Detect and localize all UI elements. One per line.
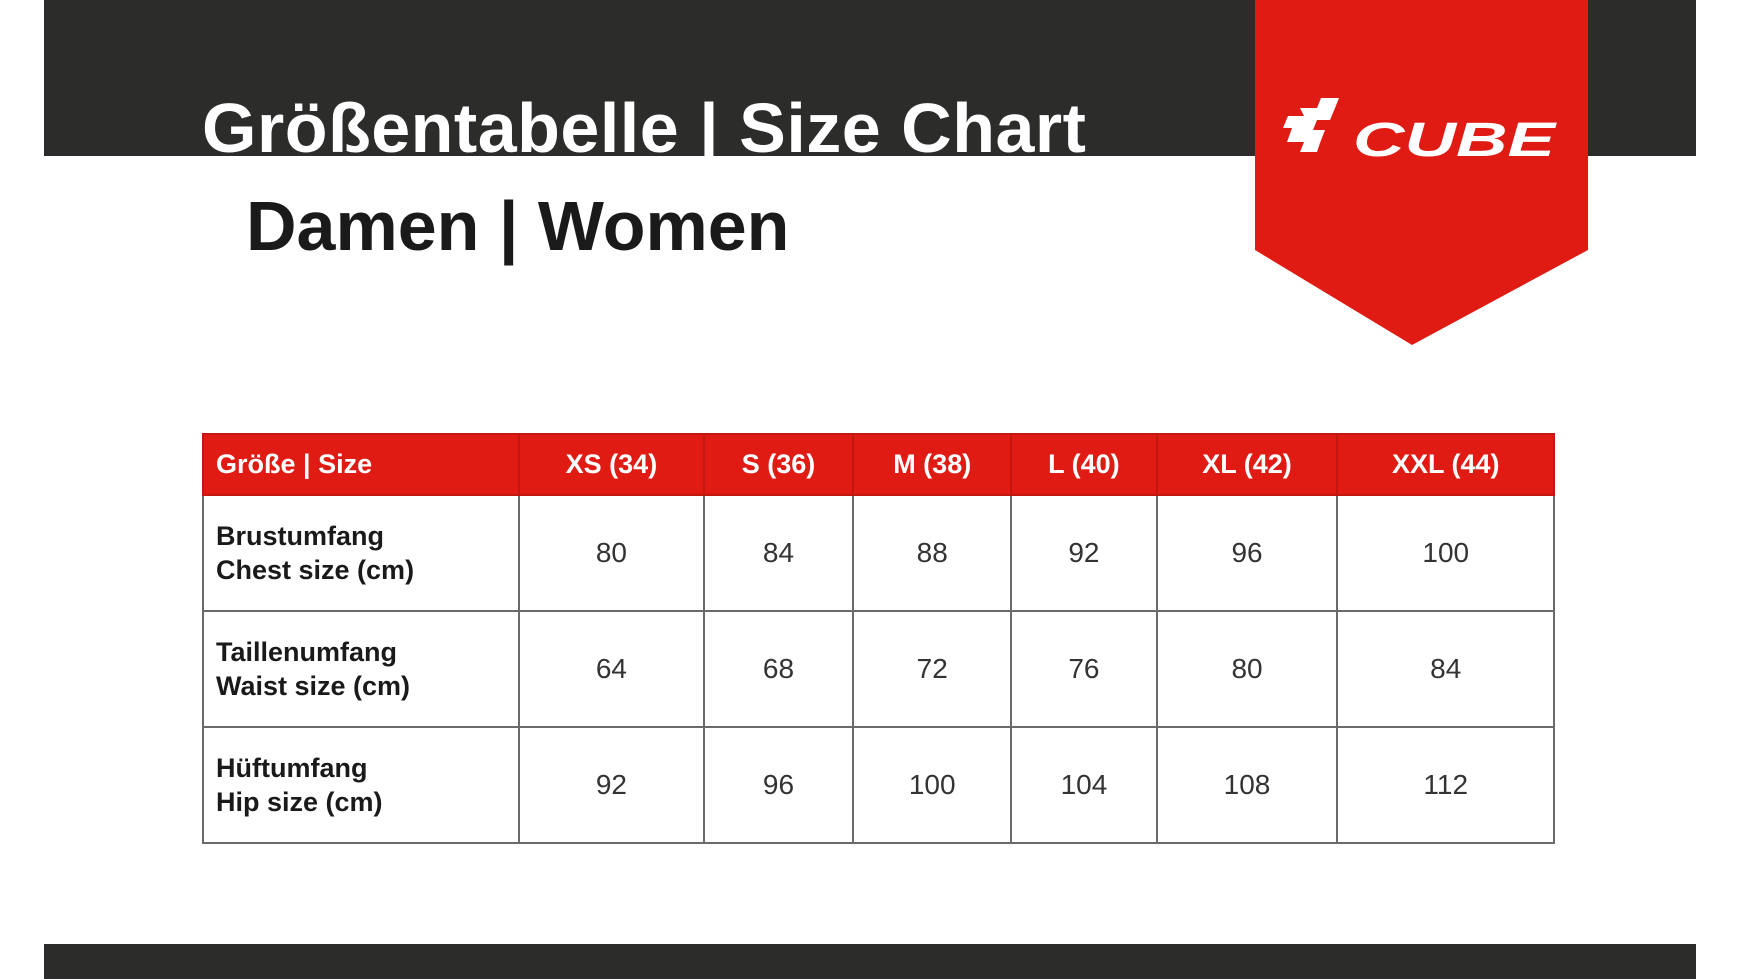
table-cell: 88 [852, 494, 1013, 612]
row-label-en: Waist size (cm) [216, 671, 411, 701]
table-cell: 96 [702, 726, 855, 844]
column-header: M (38) [852, 433, 1013, 496]
column-header: XS (34) [518, 433, 705, 496]
table-cell: 84 [702, 494, 855, 612]
cube-logo-icon [1283, 98, 1339, 152]
table-cell: 68 [702, 610, 855, 728]
row-label-de: Brustumfang [216, 521, 384, 551]
page-subtitle: Damen | Women [246, 187, 790, 265]
column-header: XL (42) [1155, 433, 1339, 496]
table-cell: 100 [852, 726, 1013, 844]
row-label-de: Hüftumfang [216, 753, 368, 783]
row-label-en: Chest size (cm) [216, 555, 415, 585]
cube-logo-text: CUBE [1353, 114, 1558, 167]
row-label-en: Hip size (cm) [216, 787, 383, 817]
column-header: Größe | Size [202, 433, 520, 496]
row-label: Hüftumfang Hip size (cm) [202, 726, 520, 844]
table-cell: 72 [852, 610, 1013, 728]
table-cell: 80 [518, 494, 705, 612]
table-cell: 64 [518, 610, 705, 728]
table-cell: 76 [1010, 610, 1158, 728]
table-cell: 92 [1010, 494, 1158, 612]
table-cell: 80 [1155, 610, 1339, 728]
column-header: XXL (44) [1336, 433, 1555, 496]
table-cell: 112 [1336, 726, 1555, 844]
row-label-de: Taillenumfang [216, 637, 398, 667]
table-cell: 92 [518, 726, 705, 844]
column-header: L (40) [1010, 433, 1158, 496]
table-row: Hüftumfang Hip size (cm) 92 96 100 104 10… [202, 726, 1555, 844]
row-label: Brustumfang Chest size (cm) [202, 494, 520, 612]
cube-logo-banner: CUBE [1255, 0, 1588, 345]
bottom-band [44, 944, 1696, 979]
table-cell: 84 [1336, 610, 1555, 728]
table-cell: 104 [1010, 726, 1158, 844]
table-header-row: Größe | Size XS (34) S (36) M (38) L (40… [202, 433, 1555, 496]
table-row: Taillenumfang Waist size (cm) 64 68 72 76… [202, 610, 1555, 728]
row-label: Taillenumfang Waist size (cm) [202, 610, 520, 728]
page-title: Größentabelle | Size Chart [202, 89, 1087, 167]
table-cell: 100 [1336, 494, 1555, 612]
column-header: S (36) [702, 433, 855, 496]
size-table: Größe | Size XS (34) S (36) M (38) L (40… [202, 433, 1555, 844]
table-cell: 108 [1155, 726, 1339, 844]
table-cell: 96 [1155, 494, 1339, 612]
banner-shape [1255, 0, 1588, 345]
table-row: Brustumfang Chest size (cm) 80 84 88 92 9… [202, 494, 1555, 612]
